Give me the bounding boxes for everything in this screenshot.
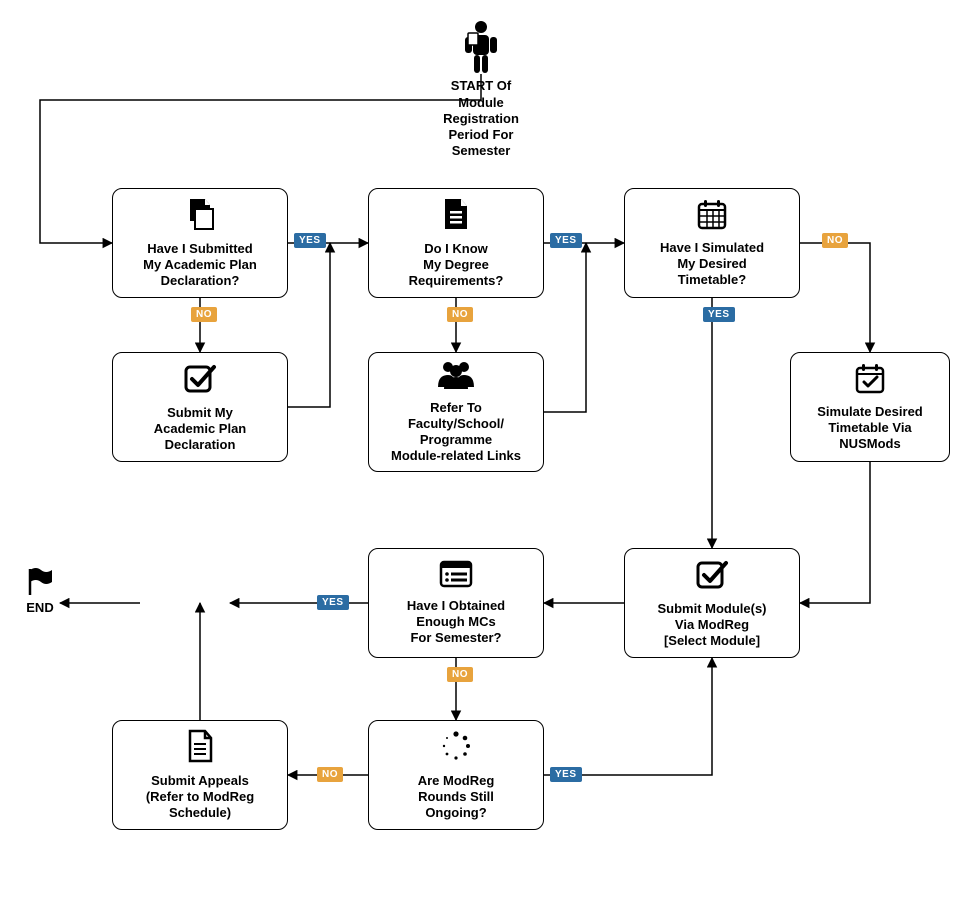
node-text: (Refer to ModReg (146, 789, 254, 805)
node-text: Rounds Still (418, 789, 494, 805)
badge-no: NO (822, 233, 848, 248)
node-submit-modreg: Submit Module(s) Via ModReg [Select Modu… (624, 548, 800, 658)
node-text: Ongoing? (425, 805, 486, 821)
node-submit-appeals: Submit Appeals (Refer to ModReg Schedule… (112, 720, 288, 830)
start-label-2: Module Registration (421, 95, 541, 128)
node-text: Enough MCs (416, 614, 495, 630)
node-text: Do I Know (424, 241, 488, 257)
badge-no: NO (447, 307, 473, 322)
node-text: Submit Module(s) (657, 601, 766, 617)
check-square-icon (183, 361, 217, 399)
node-text: Schedule) (169, 805, 231, 821)
start-label-3: Period For Semester (421, 127, 541, 160)
node-text: Declaration? (161, 273, 240, 289)
node-text: Timetable? (678, 272, 746, 288)
node-text: My Desired (677, 256, 746, 272)
node-enough-mcs: Have I Obtained Enough MCs For Semester? (368, 548, 544, 658)
node-text: Via ModReg (675, 617, 749, 633)
node-text: Submit Appeals (151, 773, 249, 789)
node-simulate-nusmods: Simulate Desired Timetable Via NUSMods (790, 352, 950, 462)
node-text: Refer To (430, 400, 482, 416)
document-lines-icon (442, 197, 470, 235)
group-icon (436, 359, 476, 393)
node-text: Are ModReg (418, 773, 495, 789)
badge-yes: YES (703, 307, 735, 322)
document-text-icon (186, 729, 214, 767)
start-node: START Of Module Registration Period For … (421, 20, 541, 160)
badge-yes: YES (550, 233, 582, 248)
badge-no: NO (191, 307, 217, 322)
node-text: Timetable Via (828, 420, 911, 436)
node-text: Declaration (165, 437, 236, 453)
flag-icon (20, 567, 60, 600)
node-rounds-ongoing: Are ModReg Rounds Still Ongoing? (368, 720, 544, 830)
list-box-icon (439, 560, 473, 592)
badge-no: NO (317, 767, 343, 782)
node-text: For Semester? (410, 630, 501, 646)
node-text: NUSMods (839, 436, 900, 452)
badge-yes: YES (294, 233, 326, 248)
start-label-1: START Of (421, 78, 541, 94)
end-label: END (20, 600, 60, 615)
node-know-requirements: Do I Know My Degree Requirements? (368, 188, 544, 298)
person-icon (421, 20, 541, 78)
document-copy-icon (183, 197, 217, 235)
badge-yes: YES (317, 595, 349, 610)
node-text: [Select Module] (664, 633, 760, 649)
calendar-grid-icon (696, 198, 728, 234)
flowchart-canvas: START Of Module Registration Period For … (0, 0, 966, 911)
loading-dots-icon (439, 729, 473, 767)
node-text: Simulate Desired (817, 404, 923, 420)
node-text: Have I Submitted (147, 241, 252, 257)
badge-yes: YES (550, 767, 582, 782)
node-submit-declaration: Submit My Academic Plan Declaration (112, 352, 288, 462)
check-square-icon (695, 557, 729, 595)
node-text: Programme (420, 432, 492, 448)
node-text: Faculty/School/ (408, 416, 504, 432)
node-text: Academic Plan (154, 421, 247, 437)
node-text: Module-related Links (391, 448, 521, 464)
node-refer-faculty-links: Refer To Faculty/School/ Programme Modul… (368, 352, 544, 472)
node-have-submitted-declaration: Have I Submitted My Academic Plan Declar… (112, 188, 288, 298)
node-text: Requirements? (409, 273, 504, 289)
calendar-check-icon (854, 362, 886, 398)
node-text: My Degree (423, 257, 489, 273)
node-text: Have I Obtained (407, 598, 505, 614)
end-node: END (20, 567, 60, 615)
node-have-simulated-timetable: Have I Simulated My Desired Timetable? (624, 188, 800, 298)
badge-no: NO (447, 667, 473, 682)
node-text: Submit My (167, 405, 233, 421)
node-text: Have I Simulated (660, 240, 764, 256)
node-text: My Academic Plan (143, 257, 257, 273)
